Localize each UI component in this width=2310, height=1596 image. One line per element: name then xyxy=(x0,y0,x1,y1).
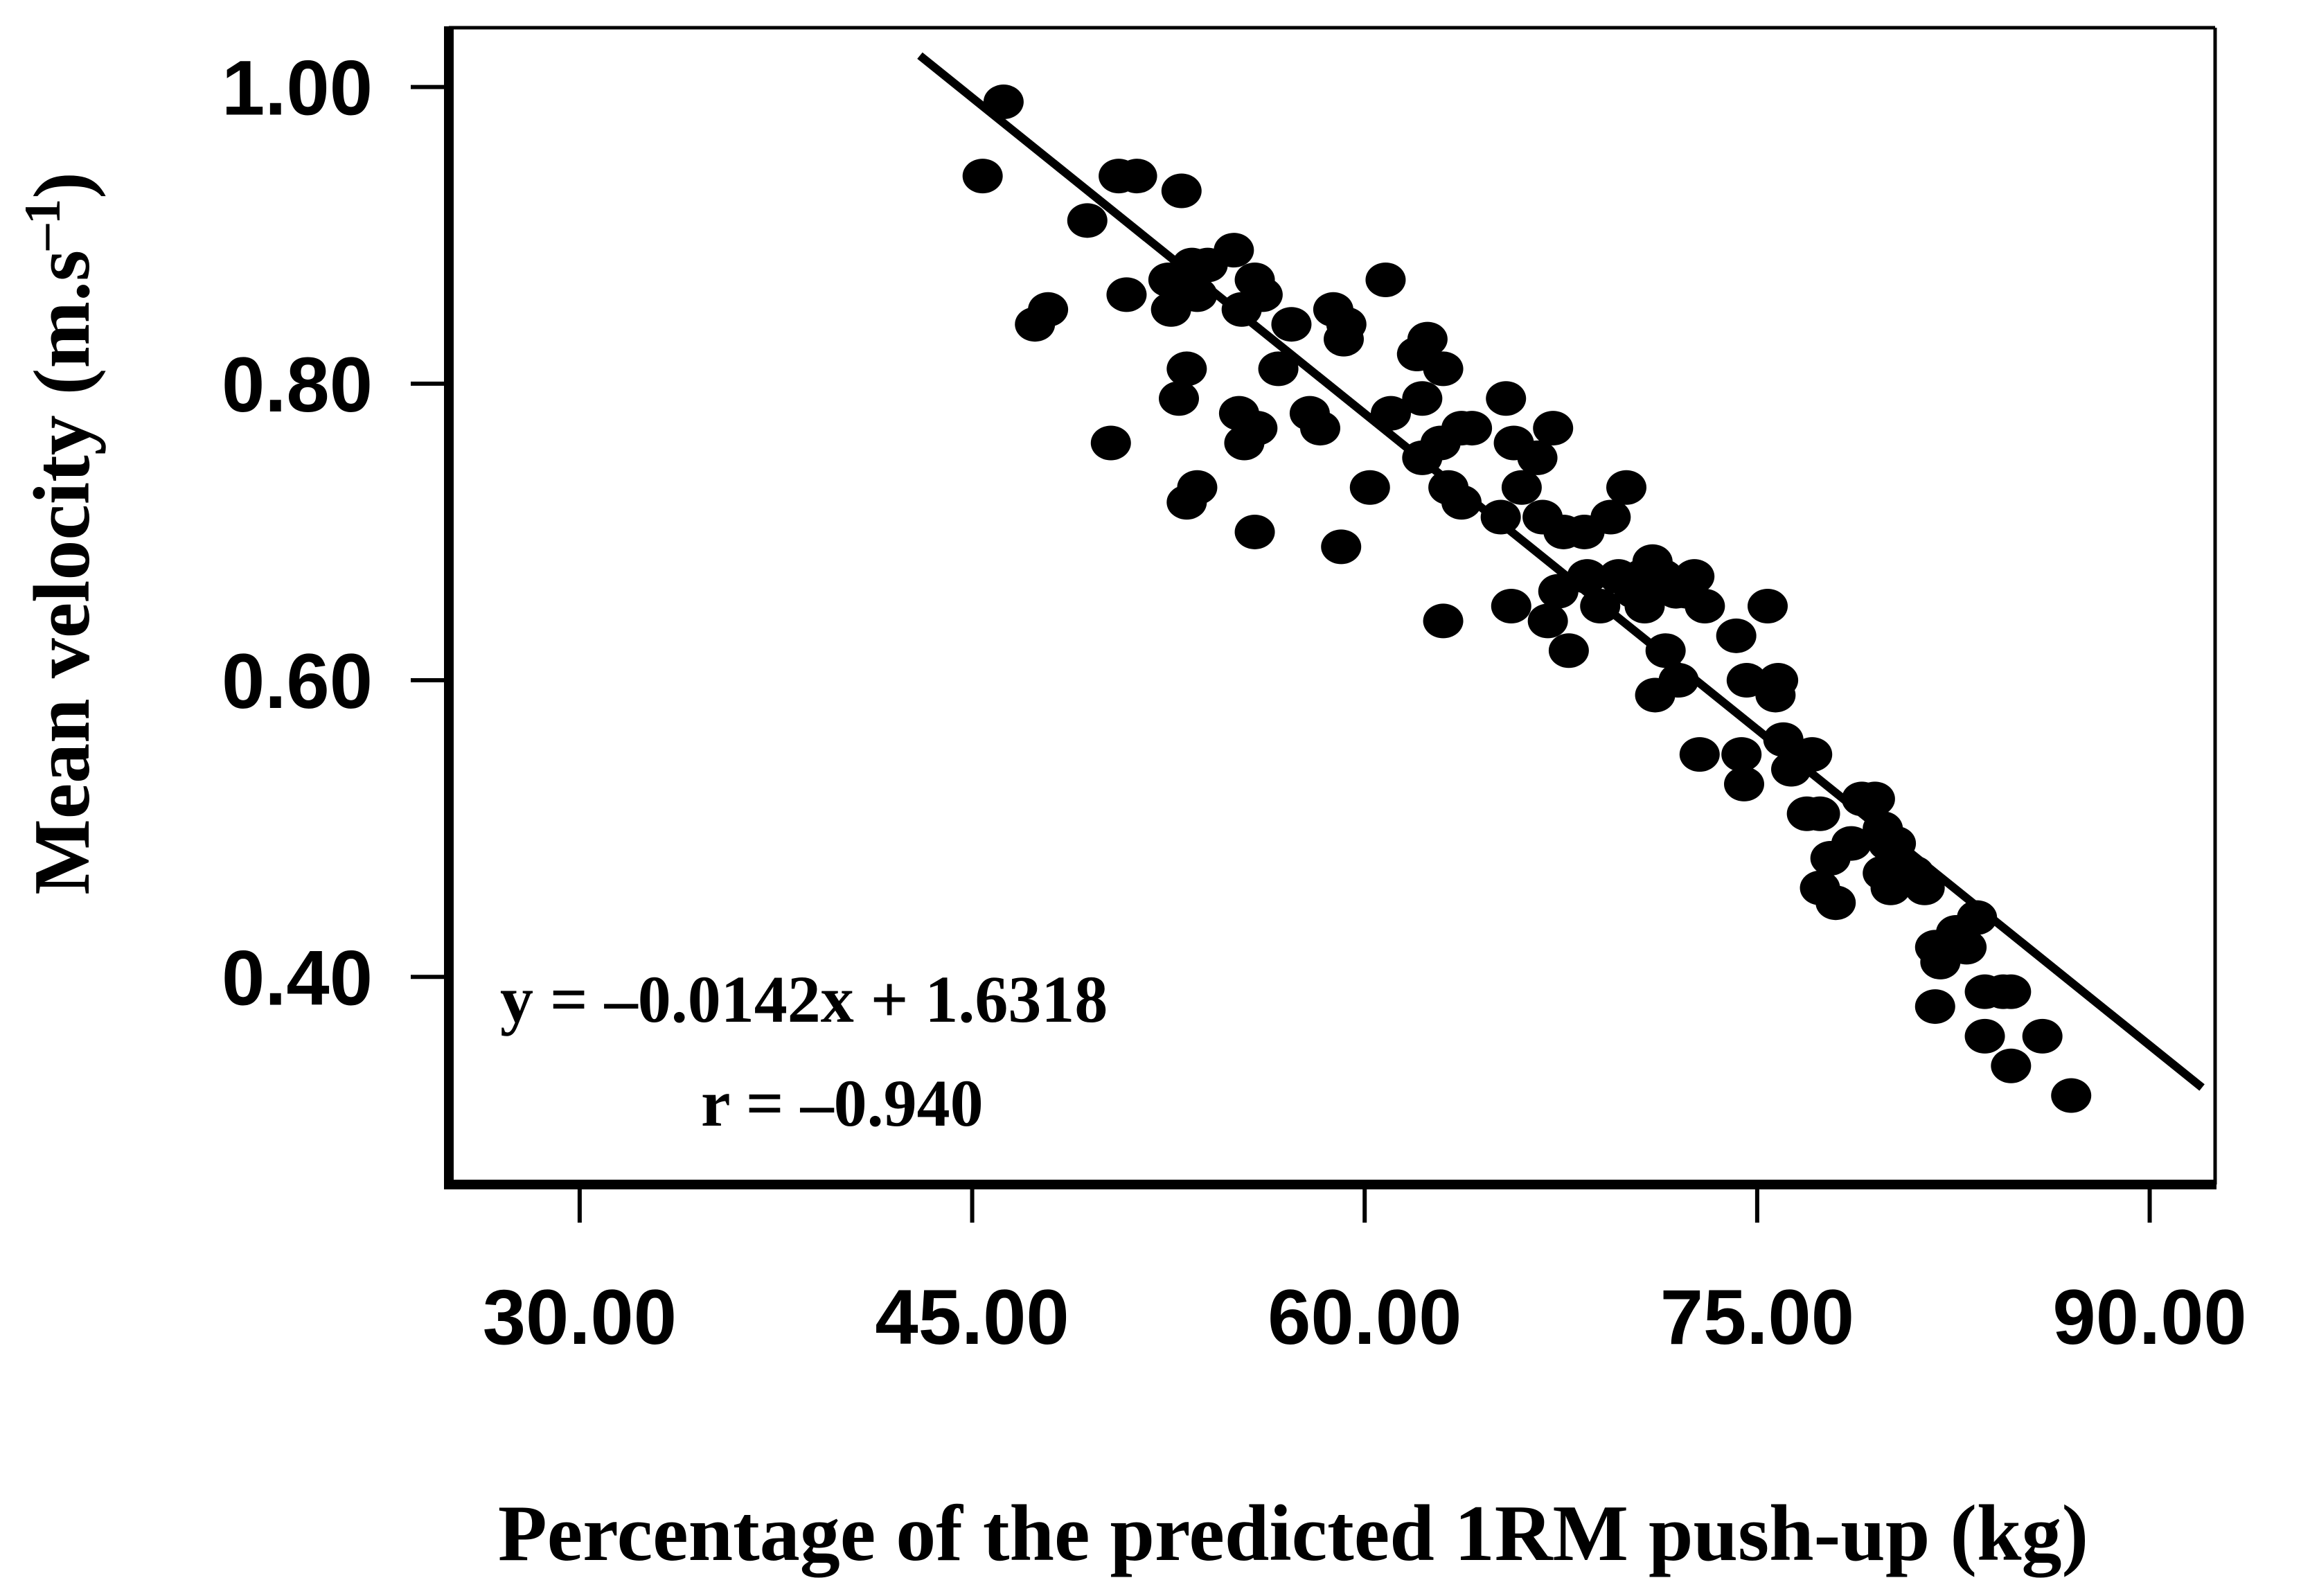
data-point xyxy=(1904,870,1945,905)
data-point xyxy=(1106,277,1147,312)
data-point xyxy=(1237,411,1278,446)
data-point xyxy=(1501,470,1542,505)
data-point xyxy=(1964,1018,2005,1054)
data-point xyxy=(1423,603,1464,639)
data-point xyxy=(2051,1078,2092,1113)
data-point xyxy=(1214,233,1254,268)
data-point xyxy=(1533,411,1574,446)
data-point xyxy=(1271,307,1312,342)
data-point xyxy=(1854,781,1895,817)
axis-ticks: 30.00 45.00 60.00 75.00 90.00 0.40 0.60 0.80 1.0… xyxy=(222,45,2247,1360)
data-point xyxy=(1234,514,1275,549)
y-axis-title-close: ) xyxy=(18,172,107,199)
data-point xyxy=(1161,173,1202,209)
data-point xyxy=(1721,737,1762,772)
correlation-annotation: r = –0.940 xyxy=(701,1066,984,1140)
data-point xyxy=(1800,796,1840,831)
data-point xyxy=(1517,440,1558,475)
data-point xyxy=(1067,203,1108,238)
data-point xyxy=(1166,351,1207,387)
data-point xyxy=(1724,766,1764,801)
data-point xyxy=(1423,351,1464,387)
data-point xyxy=(1748,589,1788,623)
data-point xyxy=(1624,589,1665,623)
data-point xyxy=(1946,930,1987,965)
data-point xyxy=(1527,603,1568,639)
x-tick-label: 60.00 xyxy=(1268,1274,1461,1360)
data-point xyxy=(1957,900,1998,935)
data-point xyxy=(1679,737,1720,772)
data-point xyxy=(1242,277,1283,312)
x-tick-label: 90.00 xyxy=(2052,1274,2246,1360)
plot-frame xyxy=(444,26,2217,1189)
data-point xyxy=(1090,425,1131,461)
data-point xyxy=(1590,499,1631,535)
data-point xyxy=(1606,470,1646,505)
data-point xyxy=(1815,885,1856,921)
data-point xyxy=(1407,321,1448,357)
y-axis-title: Mean velocity (m.s–1) xyxy=(15,172,107,895)
regression-equation-annotation: y = –0.0142x + 1.6318 xyxy=(500,962,1108,1036)
data-point xyxy=(1159,381,1199,416)
y-tick-label: 0.80 xyxy=(222,342,373,428)
data-point xyxy=(1365,262,1406,297)
x-tick-label: 30.00 xyxy=(483,1274,677,1360)
data-point xyxy=(1480,499,1521,535)
x-tick-label: 45.00 xyxy=(875,1274,1069,1360)
y-tick-label: 0.60 xyxy=(222,638,373,725)
data-point xyxy=(1452,411,1493,446)
data-point xyxy=(962,159,1003,194)
y-axis-title-superscript: –1 xyxy=(15,199,71,251)
regression-line-group xyxy=(917,52,2205,1091)
data-point xyxy=(1674,559,1715,594)
x-axis-title: Percentage of the predicted 1RM push-up … xyxy=(498,1489,2088,1578)
data-point xyxy=(1402,381,1443,416)
data-point xyxy=(1321,529,1362,565)
y-tick-label: 1.00 xyxy=(222,45,373,132)
data-point xyxy=(1548,633,1589,668)
data-point xyxy=(1177,470,1218,505)
data-point xyxy=(1324,321,1364,357)
data-point xyxy=(1349,470,1390,505)
data-point xyxy=(1914,989,1955,1025)
data-point xyxy=(1991,974,2032,1009)
data-point xyxy=(1991,1048,2032,1083)
data-point xyxy=(1635,677,1676,713)
regression-line xyxy=(917,52,2205,1091)
data-point xyxy=(1258,351,1299,387)
data-point xyxy=(1300,411,1340,446)
y-axis-title-main: Mean velocity (m.s xyxy=(18,250,107,895)
data-point xyxy=(2022,1018,2063,1054)
y-tick-label: 0.40 xyxy=(222,934,373,1021)
data-point xyxy=(1491,589,1531,623)
data-point xyxy=(1441,485,1482,520)
data-point xyxy=(1755,677,1796,713)
data-point xyxy=(1831,826,1872,861)
data-point xyxy=(1028,292,1069,327)
x-tick-label: 75.00 xyxy=(1660,1274,1854,1360)
axis-labels: Percentage of the predicted 1RM push-up … xyxy=(15,172,2088,1578)
data-point xyxy=(1117,159,1157,194)
data-point xyxy=(1685,589,1725,623)
data-point xyxy=(1486,381,1527,416)
data-point xyxy=(1716,618,1757,653)
